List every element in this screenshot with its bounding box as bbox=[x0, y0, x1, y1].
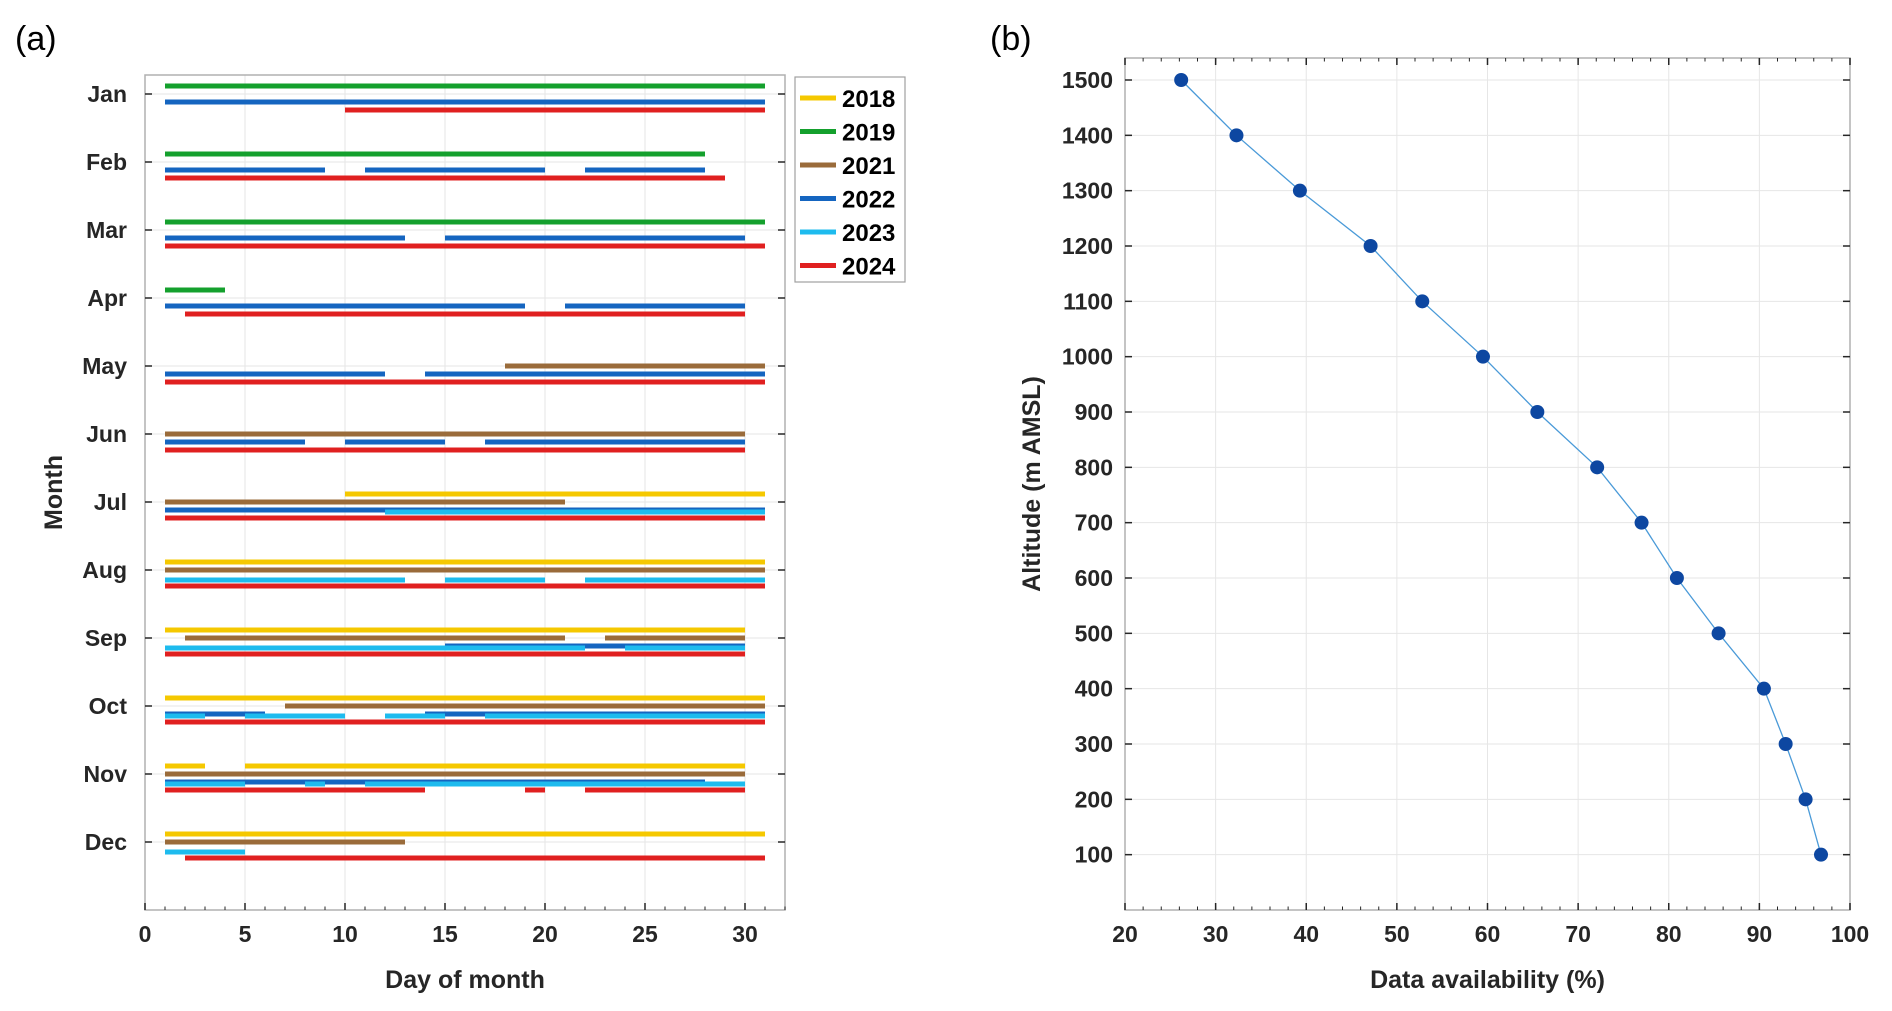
legend-entry-2024: 2024 bbox=[842, 254, 896, 281]
x-tick-label: 100 bbox=[1831, 921, 1869, 947]
panel-a-day-of-month-chart: 0 5 10 15 20 25 30 Jan Feb Mar Apr May Jun Jul Aug Sep O… bbox=[15, 20, 906, 994]
data-point-1000 bbox=[1475, 349, 1490, 364]
month-label-mar: Mar bbox=[86, 217, 127, 243]
month-label-oct: Oct bbox=[89, 693, 128, 719]
legend-entry-2023: 2023 bbox=[842, 220, 895, 247]
legend-entry-2021: 2021 bbox=[842, 153, 895, 180]
legend-entry-2019: 2019 bbox=[842, 120, 895, 147]
x-axis-title: Data availability (%) bbox=[1370, 966, 1605, 994]
legend-entry-2018: 2018 bbox=[842, 86, 895, 113]
month-label-sep: Sep bbox=[85, 625, 127, 651]
x-tick-label: 5 bbox=[239, 921, 252, 947]
month-label-jan: Jan bbox=[87, 81, 127, 107]
panel-b-altitude-availability-chart: 20 30 40 50 60 70 80 90 100 100 200 300 400 500 600 700… bbox=[990, 20, 1869, 994]
y-axis-title: Altitude (m AMSL) bbox=[1018, 376, 1046, 592]
legend-entry-2022: 2022 bbox=[842, 187, 895, 214]
data-point-1100 bbox=[1415, 294, 1430, 309]
month-label-apr: Apr bbox=[87, 285, 127, 311]
legend-box bbox=[794, 76, 906, 283]
month-label-aug: Aug bbox=[82, 557, 127, 583]
x-tick-label: 20 bbox=[1112, 921, 1138, 947]
data-point-900 bbox=[1530, 405, 1545, 419]
y-tick-label: 100 bbox=[1075, 842, 1113, 868]
x-tick-label: 50 bbox=[1384, 921, 1410, 947]
data-point-600 bbox=[1669, 571, 1684, 585]
panel-label-b: (b) bbox=[990, 20, 1032, 58]
y-tick-label: 1400 bbox=[1062, 122, 1113, 148]
x-tick-label: 60 bbox=[1475, 921, 1501, 947]
y-tick-label: 500 bbox=[1075, 620, 1113, 646]
month-label-nov: Nov bbox=[84, 761, 128, 787]
data-point-1500 bbox=[1174, 73, 1189, 87]
y-tick-label: 1100 bbox=[1063, 288, 1113, 314]
month-label-feb: Feb bbox=[86, 149, 127, 175]
data-point-300 bbox=[1778, 737, 1793, 751]
panel-label-a: (a) bbox=[15, 20, 57, 58]
data-point-100 bbox=[1814, 847, 1828, 862]
x-tick-label: 80 bbox=[1656, 921, 1682, 947]
x-tick-label: 40 bbox=[1293, 921, 1319, 947]
x-tick-label: 25 bbox=[632, 921, 658, 947]
x-tick-label: 0 bbox=[139, 921, 152, 947]
month-label-dec: Dec bbox=[85, 829, 127, 855]
x-tick-label: 10 bbox=[332, 921, 358, 947]
y-tick-label: 1000 bbox=[1062, 344, 1113, 370]
data-point-500 bbox=[1711, 626, 1726, 641]
data-point-700 bbox=[1634, 515, 1649, 530]
y-tick-label: 400 bbox=[1075, 676, 1113, 702]
data-point-400 bbox=[1756, 681, 1771, 696]
y-tick-label: 1500 bbox=[1062, 67, 1113, 93]
month-label-jul: Jul bbox=[94, 489, 127, 515]
x-tick-label: 20 bbox=[532, 921, 558, 947]
x-tick-label: 70 bbox=[1565, 921, 1591, 947]
y-tick-label: 800 bbox=[1075, 454, 1113, 480]
x-tick-label: 30 bbox=[732, 921, 758, 947]
y-tick-label: 900 bbox=[1075, 399, 1113, 425]
x-tick-label: 90 bbox=[1747, 921, 1773, 947]
month-label-jun: Jun bbox=[86, 421, 127, 447]
data-point-1200 bbox=[1363, 239, 1378, 253]
x-axis-title: Day of month bbox=[385, 966, 545, 994]
data-point-800 bbox=[1590, 460, 1605, 475]
y-tick-label: 1300 bbox=[1062, 178, 1113, 204]
legend: 2018 2019 2021 2022 2023 2024 bbox=[794, 76, 906, 283]
y-tick-label: 600 bbox=[1075, 565, 1113, 591]
data-point-1300 bbox=[1292, 183, 1307, 198]
y-tick-label: 300 bbox=[1075, 731, 1113, 757]
y-axis-title: Month bbox=[40, 455, 68, 530]
y-tick-label: 200 bbox=[1075, 786, 1113, 812]
data-point-200 bbox=[1798, 792, 1813, 807]
x-tick-label: 15 bbox=[432, 921, 458, 947]
x-tick-label: 30 bbox=[1203, 921, 1229, 947]
y-tick-label: 1200 bbox=[1062, 233, 1113, 259]
data-point-1400 bbox=[1229, 128, 1244, 143]
y-tick-label: 700 bbox=[1075, 510, 1113, 536]
month-label-may: May bbox=[82, 353, 127, 379]
